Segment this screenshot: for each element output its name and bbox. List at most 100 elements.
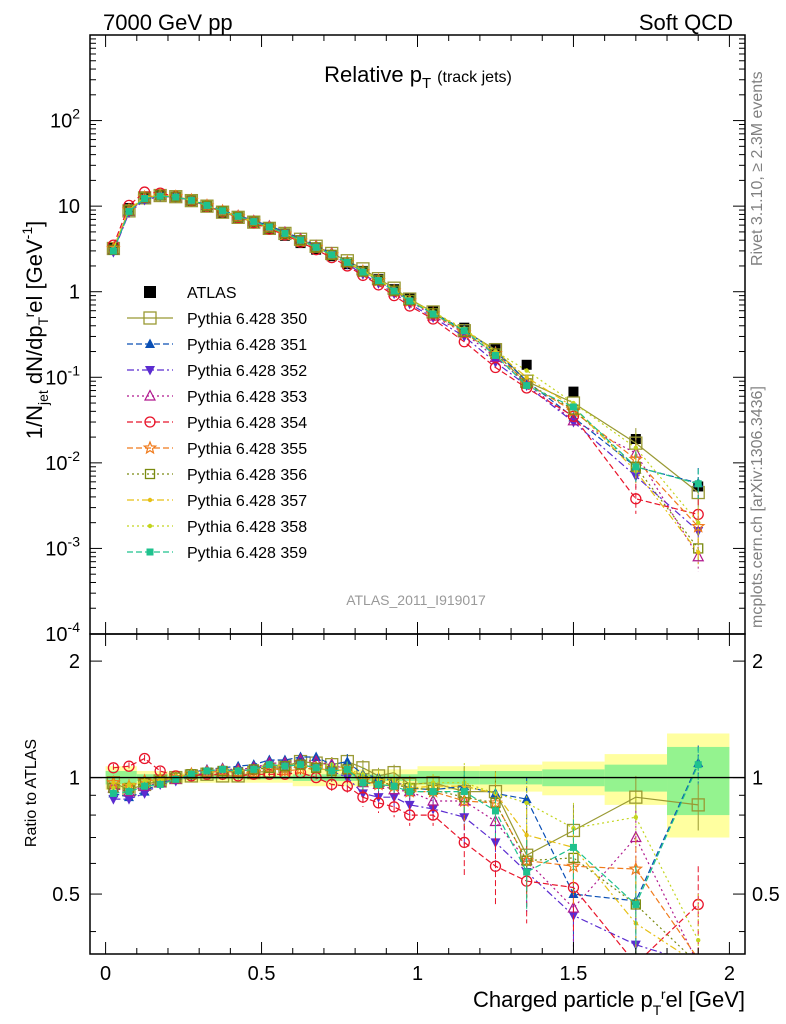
data-point	[568, 386, 579, 397]
data-point	[187, 196, 195, 204]
data-point	[126, 784, 132, 789]
legend-label: Pythia 6.428 351	[187, 337, 307, 354]
data-point	[326, 778, 338, 791]
ratio-y-tick-label-right: 0.5	[752, 884, 780, 906]
data-point	[571, 825, 576, 831]
data-point	[524, 375, 529, 380]
data-point	[172, 193, 180, 201]
data-point	[632, 900, 640, 908]
legend-entry: Pythia 6.428 354	[127, 415, 307, 432]
data-point	[375, 277, 383, 285]
data-point	[390, 287, 398, 295]
data-point	[155, 190, 166, 201]
ratio-series-pythia-6-428-359	[109, 746, 702, 954]
x-tick-label: 1.5	[560, 963, 588, 985]
data-point	[694, 761, 702, 769]
legend-entry: Pythia 6.428 357	[127, 493, 307, 510]
legend-entry: Pythia 6.428 352	[127, 363, 307, 380]
data-point	[359, 268, 367, 276]
data-point	[250, 765, 258, 773]
y-tick-label: 10-3	[45, 533, 80, 560]
data-point	[328, 767, 336, 775]
data-point	[696, 937, 701, 943]
upper-panel	[106, 186, 706, 572]
data-point	[694, 480, 702, 488]
data-point	[489, 860, 502, 872]
data-point	[343, 258, 351, 266]
data-point	[569, 403, 577, 411]
data-point	[217, 206, 228, 217]
data-point	[406, 788, 414, 796]
data-point	[460, 327, 468, 335]
data-point	[143, 311, 157, 325]
data-point	[123, 795, 134, 805]
series-pythia-6-428-359	[109, 192, 702, 499]
header-right: Soft QCD	[639, 10, 733, 35]
data-point	[357, 789, 368, 799]
ratio-line	[113, 763, 668, 954]
data-point	[491, 807, 499, 815]
legend-label: Pythia 6.428 357	[187, 493, 307, 510]
data-point	[297, 761, 305, 769]
ratio-y-tick-label-right: 1	[752, 768, 763, 790]
lower-panel	[90, 733, 745, 954]
data-point	[524, 368, 529, 373]
legend-entry: Pythia 6.428 355	[127, 440, 307, 458]
data-point	[629, 790, 643, 804]
data-point	[523, 868, 531, 876]
data-point	[138, 752, 151, 765]
data-point	[524, 832, 529, 838]
data-point	[342, 257, 353, 268]
data-point	[111, 780, 116, 785]
data-point	[521, 793, 532, 804]
x-tick-label: 0	[100, 963, 111, 985]
data-point	[696, 520, 701, 525]
legend-entry: Pythia 6.428 358	[127, 519, 307, 536]
data-point	[696, 550, 701, 555]
data-point	[144, 389, 156, 401]
legend-label: ATLAS	[187, 285, 237, 302]
data-point	[248, 216, 259, 227]
y-tick-label: 102	[50, 106, 80, 133]
data-point	[429, 788, 437, 796]
data-point	[404, 809, 416, 821]
data-point	[375, 780, 383, 788]
data-point	[489, 361, 502, 374]
data-point	[156, 780, 164, 788]
legend-label: Pythia 6.428 350	[187, 311, 307, 328]
data-point	[427, 809, 439, 821]
data-point	[569, 843, 577, 851]
legend-label: Pythia 6.428 359	[187, 545, 307, 562]
data-point	[147, 523, 153, 529]
data-point	[186, 195, 197, 206]
data-point	[144, 286, 156, 298]
data-point	[139, 789, 150, 799]
lower-y-axis-label: Ratio to ATLAS	[23, 739, 40, 847]
data-point	[147, 497, 153, 503]
data-point	[281, 762, 289, 770]
data-point	[233, 211, 244, 222]
data-point	[145, 338, 155, 348]
legend-entry: Pythia 6.428 353	[127, 389, 307, 406]
data-point	[142, 440, 158, 455]
data-point	[406, 297, 414, 305]
mcplots-label: mcplots.cern.ch [arXiv:1306.3436]	[749, 386, 766, 628]
data-point	[521, 359, 532, 370]
y-tick-label: 10-2	[45, 448, 80, 475]
data-point	[141, 194, 149, 202]
data-point	[297, 236, 305, 244]
ratio-y-tick-label-right: 2	[752, 651, 763, 673]
data-point	[524, 800, 529, 806]
data-point	[404, 294, 415, 306]
data-point	[630, 493, 642, 505]
legend-entry: Pythia 6.428 350	[127, 311, 307, 328]
data-point	[109, 789, 117, 797]
data-point	[388, 285, 400, 296]
data-point	[170, 191, 181, 202]
data-point	[373, 275, 384, 286]
ratio-y-tick-label: 0.5	[52, 884, 80, 906]
data-point	[281, 229, 289, 237]
header-left: 7000 GeV pp	[103, 10, 233, 35]
x-tick-label: 0.5	[248, 963, 276, 985]
data-point	[250, 218, 258, 226]
